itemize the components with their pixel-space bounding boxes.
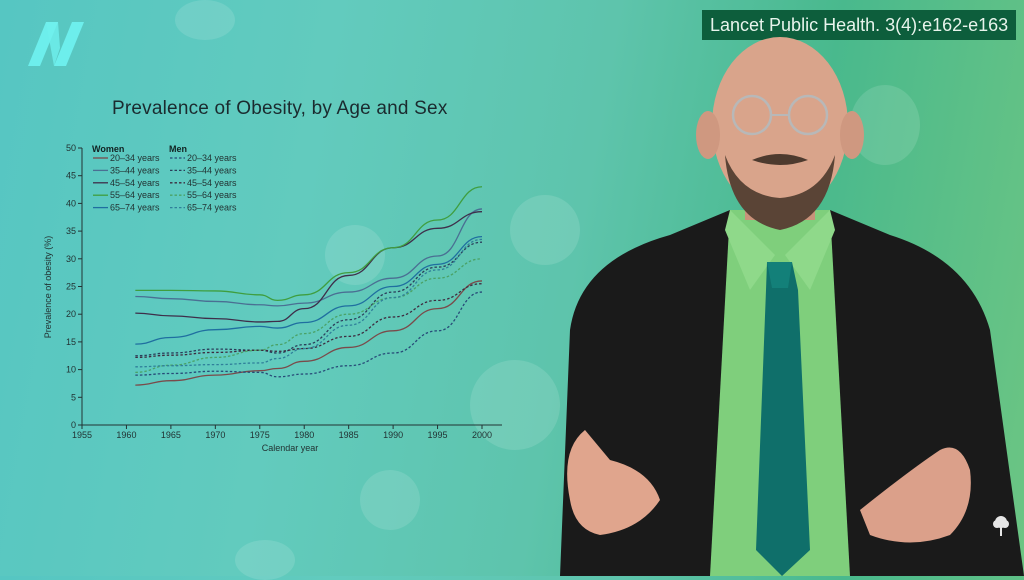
legend-women-header: Women [92, 144, 124, 154]
y-tick-label: 0 [71, 420, 76, 430]
y-tick-label: 30 [66, 254, 76, 264]
series-line [135, 211, 483, 323]
series-line [135, 235, 483, 345]
series-line [135, 258, 483, 374]
x-tick-label: 1975 [250, 430, 270, 440]
x-tick-label: 1955 [72, 430, 92, 440]
y-axis-label: Prevalence of obesity (%) [43, 236, 53, 339]
tie [756, 262, 810, 576]
legend-item-men: 65–74 years [187, 203, 237, 213]
nutritionfacts-logo-icon [28, 22, 84, 66]
y-tick-label: 10 [66, 365, 76, 375]
legend-item-men: 55–64 years [187, 190, 237, 200]
series-line [135, 283, 483, 359]
legend-item-men: 20–34 years [187, 153, 237, 163]
x-tick-label: 1990 [383, 430, 403, 440]
citation-banner: Lancet Public Health. 3(4):e162-e163 [702, 10, 1017, 40]
legend-men-header: Men [169, 144, 187, 154]
series-line [135, 291, 483, 378]
series-line [135, 208, 483, 307]
legend-item-women: 55–64 years [110, 190, 160, 200]
x-tick-label: 1970 [205, 430, 225, 440]
background-bokeh [360, 470, 420, 530]
face [712, 37, 848, 213]
series-line [135, 238, 483, 368]
x-tick-label: 1960 [116, 430, 136, 440]
x-tick-label: 1985 [339, 430, 359, 440]
obesity-line-chart: 0 5 10 15 20 25 30 35 40 45 50 1955 1960 1965 1970 1975… [43, 143, 502, 453]
x-tick-label: 1965 [161, 430, 181, 440]
background-bokeh [510, 195, 580, 265]
legend-item-women: 65–74 years [110, 203, 160, 213]
legend-item-men: 35–44 years [187, 165, 237, 175]
x-axis-label: Calendar year [262, 443, 319, 453]
y-tick-label: 20 [66, 309, 76, 319]
legend-item-men: 45–54 years [187, 178, 237, 188]
chart-title: Prevalence of Obesity, by Age and Sex [112, 98, 448, 119]
background-bokeh [235, 540, 295, 580]
y-tick-label: 5 [71, 392, 76, 402]
right-hand [860, 447, 971, 543]
legend-item-women: 20–34 years [110, 153, 160, 163]
y-tick-label: 25 [66, 282, 76, 292]
legend-item-women: 35–44 years [110, 165, 160, 175]
x-tick-label: 2000 [472, 430, 492, 440]
background-bokeh [470, 360, 560, 450]
chart-axes: 0 5 10 15 20 25 30 35 40 45 50 1955 1960 1965 1970 1975… [66, 143, 502, 440]
series-line [135, 186, 483, 302]
presenter-video [560, 37, 1024, 576]
y-tick-label: 50 [66, 143, 76, 153]
chart-lines [135, 186, 483, 386]
y-tick-label: 40 [66, 198, 76, 208]
y-tick-label: 35 [66, 226, 76, 236]
left-hand [567, 430, 660, 535]
y-tick-label: 45 [66, 171, 76, 181]
legend-item-women: 45–54 years [110, 178, 160, 188]
tree-icon [993, 516, 1009, 536]
x-tick-label: 1980 [294, 430, 314, 440]
series-line [135, 280, 483, 386]
x-tick-label: 1995 [428, 430, 448, 440]
series-line [135, 241, 483, 357]
background-bokeh [175, 0, 235, 40]
y-tick-label: 15 [66, 337, 76, 347]
